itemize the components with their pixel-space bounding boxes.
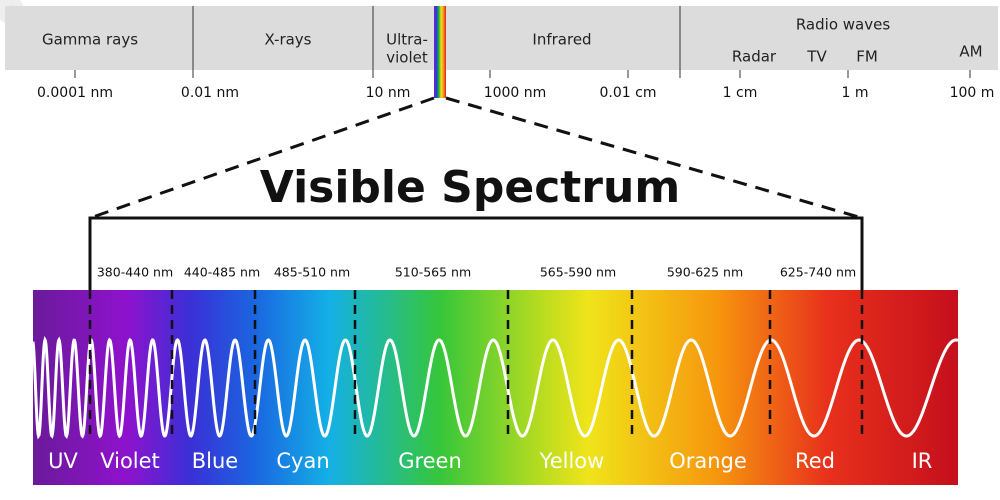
range-label: 590-625 nm (667, 265, 743, 280)
color-label: Green (398, 449, 462, 473)
range-label: 565-590 nm (540, 265, 616, 280)
band-label: Radio waves (796, 16, 890, 34)
color-label: Yellow (539, 449, 605, 473)
range-label: 485-510 nm (274, 265, 350, 280)
subband-label: TV (806, 48, 827, 66)
em-bar (5, 6, 998, 70)
band-label: Infrared (532, 31, 591, 49)
range-label: 380-440 nm (97, 265, 173, 280)
band-label: X-rays (265, 31, 312, 49)
dividers (74, 6, 971, 78)
visible-band (33, 290, 958, 485)
color-label: UV (48, 449, 78, 473)
subband-label: AM (959, 43, 982, 61)
scale-label: 100 m (950, 85, 995, 101)
color-label: Blue (192, 449, 238, 473)
zoom-lines (89, 96, 863, 220)
band-label: violet (386, 49, 428, 67)
scale-label: 1 cm (723, 85, 758, 101)
subband-label: FM (856, 48, 878, 66)
wave (31, 335, 959, 440)
range-dividers (88, 290, 864, 440)
scale-label: 1 m (842, 85, 869, 101)
range-label: 510-565 nm (395, 265, 471, 280)
color-label: Cyan (276, 449, 329, 473)
title: Visible Spectrum (260, 162, 680, 213)
color-label: Orange (669, 449, 747, 473)
visible-strip (434, 6, 446, 98)
subband-label: Radar (732, 48, 777, 66)
range-label: 625-740 nm (780, 265, 856, 280)
color-label: IR (912, 449, 933, 473)
scale-label: 0.01 cm (600, 85, 657, 101)
scale-label: 0.0001 nm (37, 85, 113, 101)
scale-label: 0.01 nm (181, 85, 239, 101)
range-label: 440-485 nm (184, 265, 260, 280)
scale-label: 10 nm (366, 85, 411, 101)
band-label: Ultra- (386, 31, 428, 49)
color-label: Red (795, 449, 835, 473)
band-label: Gamma rays (42, 31, 138, 49)
bracket (88, 216, 864, 295)
scale-label: 1000 nm (484, 85, 547, 101)
color-label: Violet (100, 449, 160, 473)
